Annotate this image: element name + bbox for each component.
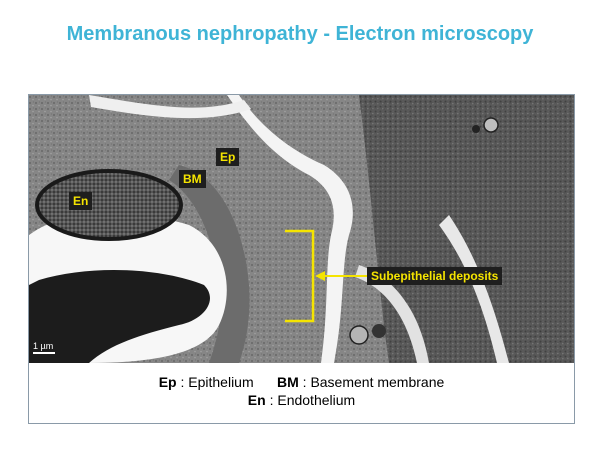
scale-bar: 1 µm [33, 341, 55, 354]
micrograph-image [29, 95, 574, 363]
legend-en-sep: : [269, 392, 274, 408]
scale-bar-label: 1 µm [33, 341, 54, 351]
label-en: En [69, 192, 93, 210]
legend-bm-text: Basement membrane [310, 374, 445, 390]
legend-ep-sep: : [180, 374, 185, 390]
label-ep: Ep [216, 148, 240, 166]
legend-bm-abbr: BM [276, 374, 299, 390]
scale-bar-line [33, 352, 55, 354]
legend-en-text: Endothelium [277, 392, 356, 408]
legend-en-abbr: En [247, 392, 266, 408]
figure-frame: Ep BM En Subepithelial deposits 1 µm Ep … [28, 94, 575, 424]
legend-line-2: En : Endothelium [29, 391, 574, 409]
legend: Ep : Epithelium BM : Basement membrane E… [29, 373, 574, 409]
label-subepithelial-deposits: Subepithelial deposits [367, 267, 503, 285]
legend-bm-sep: : [302, 374, 307, 390]
slide-title: Membranous nephropathy - Electron micros… [66, 23, 534, 45]
electron-micrograph: Ep BM En Subepithelial deposits 1 µm [29, 95, 574, 363]
legend-ep-abbr: Ep [158, 374, 177, 390]
legend-line-1: Ep : Epithelium BM : Basement membrane [29, 373, 574, 391]
label-bm: BM [179, 170, 206, 188]
legend-ep-text: Epithelium [188, 374, 254, 390]
